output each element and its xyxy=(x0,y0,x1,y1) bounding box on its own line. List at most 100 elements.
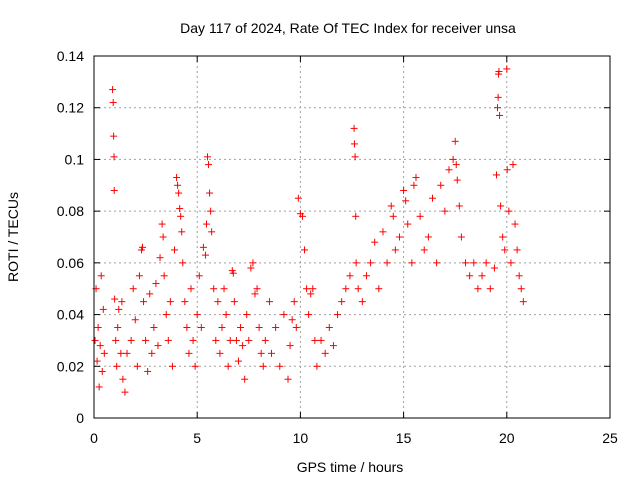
data-point xyxy=(112,336,120,344)
x-axis-label: GPS time / hours xyxy=(297,459,404,475)
ticks-layer: 0 0.02 0.04 0.06 0.08 0.1 0.12 0.14 0 5 10 15 20 25 xyxy=(57,48,618,446)
data-point xyxy=(216,349,224,357)
data-point xyxy=(162,311,170,319)
data-point xyxy=(265,298,273,306)
data-point xyxy=(391,246,399,254)
data-point xyxy=(117,349,125,357)
y-tick-label: 0.04 xyxy=(57,307,84,323)
data-point xyxy=(375,285,383,293)
data-point xyxy=(150,324,158,331)
x-tick-label: 10 xyxy=(293,430,309,446)
chart-title: Day 117 of 2024, Rate Of TEC Index for r… xyxy=(180,20,516,36)
data-point xyxy=(292,324,300,331)
y-tick-label: 0.14 xyxy=(57,48,84,64)
data-point xyxy=(412,174,420,182)
data-point xyxy=(437,181,445,189)
data-point xyxy=(290,298,298,306)
data-point xyxy=(367,259,375,267)
data-point xyxy=(478,272,486,280)
data-point xyxy=(501,246,509,254)
data-point xyxy=(342,285,350,293)
data-point xyxy=(307,290,315,298)
data-point xyxy=(251,290,259,298)
x-tick-label: 0 xyxy=(90,430,98,446)
data-point xyxy=(519,298,527,306)
data-point xyxy=(338,298,346,306)
data-point xyxy=(503,166,511,174)
data-point xyxy=(350,140,358,148)
data-point xyxy=(183,324,191,331)
data-point xyxy=(154,342,162,350)
data-point xyxy=(179,259,187,267)
data-point xyxy=(152,280,160,288)
data-point xyxy=(129,285,137,293)
data-point xyxy=(135,272,143,280)
data-point xyxy=(123,349,131,357)
data-point xyxy=(160,272,168,280)
data-point xyxy=(474,285,482,293)
data-point xyxy=(201,251,209,259)
data-point xyxy=(482,259,490,267)
data-point xyxy=(354,285,362,293)
y-tick-label: 0.12 xyxy=(57,100,84,116)
data-point xyxy=(249,259,257,267)
x-tick-label: 15 xyxy=(396,430,412,446)
y-tick-label: 0.06 xyxy=(57,255,84,271)
data-point xyxy=(404,220,412,228)
data-point xyxy=(280,311,288,319)
data-point xyxy=(325,324,333,331)
data-point xyxy=(197,324,205,331)
data-point xyxy=(492,171,500,179)
y-tick-label: 0.1 xyxy=(65,151,85,167)
data-point xyxy=(462,259,470,267)
data-point xyxy=(224,362,232,370)
data-point xyxy=(445,166,453,174)
data-point xyxy=(176,205,184,213)
data-point xyxy=(131,316,139,324)
data-point xyxy=(205,161,213,169)
data-point xyxy=(234,357,242,365)
data-point xyxy=(495,68,503,76)
data-point xyxy=(207,207,215,215)
data-point xyxy=(113,362,121,370)
data-point xyxy=(490,264,498,272)
data-point xyxy=(181,298,189,306)
data-point xyxy=(110,186,118,194)
data-point xyxy=(110,132,118,140)
data-point xyxy=(410,181,418,189)
y-tick-label: 0.02 xyxy=(57,358,84,374)
data-point xyxy=(208,228,216,236)
data-point xyxy=(276,362,284,370)
data-point xyxy=(466,272,474,280)
data-point xyxy=(100,349,108,357)
data-point xyxy=(193,311,201,319)
data-point xyxy=(177,212,185,220)
data-point xyxy=(204,153,212,161)
data-point xyxy=(218,324,226,331)
data-point xyxy=(309,285,317,293)
data-point xyxy=(424,233,432,241)
y-axis-label: ROTI / TECUs xyxy=(5,192,21,282)
data-point xyxy=(452,161,460,169)
data-point xyxy=(428,194,436,202)
data-point xyxy=(389,212,397,220)
data-point xyxy=(168,362,176,370)
data-point xyxy=(148,349,156,357)
data-point xyxy=(509,161,517,169)
data-point xyxy=(499,233,507,241)
data-point xyxy=(505,207,513,215)
data-point xyxy=(110,153,118,161)
data-point xyxy=(199,243,207,251)
y-tick-label: 0.08 xyxy=(57,203,84,219)
data-point xyxy=(313,362,321,370)
data-point xyxy=(259,362,267,370)
data-point xyxy=(187,285,195,293)
data-point xyxy=(91,336,99,344)
data-point xyxy=(173,174,181,182)
data-point xyxy=(449,155,457,163)
x-tick-label: 20 xyxy=(499,430,515,446)
data-point xyxy=(350,124,358,132)
data-point xyxy=(253,285,261,293)
data-point xyxy=(195,272,203,280)
data-point xyxy=(286,342,294,350)
